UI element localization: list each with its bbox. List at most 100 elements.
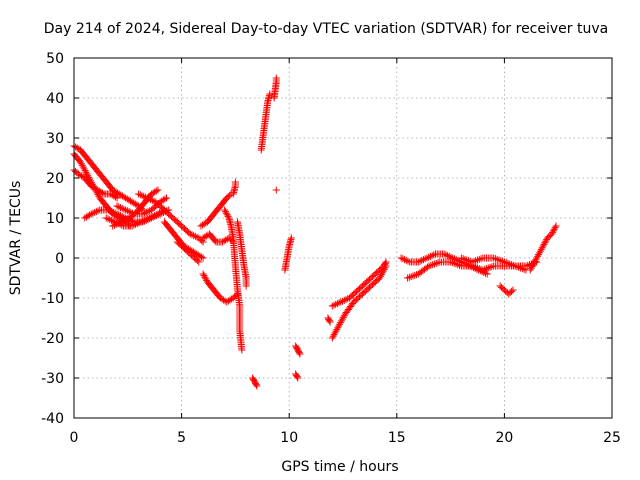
y-tick-label: -30: [41, 371, 64, 387]
data-point: [135, 219, 143, 227]
data-point: [91, 208, 99, 216]
data-point: [413, 271, 421, 279]
data-point: [145, 195, 153, 203]
data-point: [479, 266, 487, 274]
data-point: [200, 272, 208, 280]
data-point: [109, 222, 117, 230]
data-point: [502, 259, 510, 267]
data-point: [454, 261, 462, 269]
data-point: [113, 194, 121, 202]
data-point: [548, 230, 556, 238]
data-point: [199, 254, 207, 262]
data-point: [540, 240, 548, 248]
data-point: [139, 210, 147, 218]
data-point: [499, 257, 507, 265]
data-point: [407, 273, 415, 281]
y-tick-label: 30: [46, 131, 64, 147]
data-point: [115, 203, 123, 211]
data-point: [130, 221, 138, 229]
data-point: [115, 211, 123, 219]
data-point: [231, 178, 239, 186]
data-point: [447, 258, 455, 266]
data-point: [113, 202, 121, 210]
data-point: [123, 207, 131, 215]
data-point: [135, 190, 143, 198]
data-point: [425, 253, 433, 261]
data-point: [266, 90, 274, 98]
data-point: [401, 256, 409, 264]
data-point: [495, 256, 503, 264]
data-points: [70, 74, 560, 390]
data-point: [500, 258, 508, 266]
data-point: [142, 208, 150, 216]
data-point: [252, 381, 260, 389]
data-point: [425, 262, 433, 270]
data-point: [224, 212, 232, 220]
data-point: [428, 252, 436, 260]
data-point: [107, 216, 115, 224]
data-point: [129, 209, 137, 217]
data-point: [293, 373, 301, 381]
data-point: [152, 187, 160, 195]
data-point: [138, 217, 146, 225]
data-point: [423, 254, 431, 262]
data-point: [404, 257, 412, 265]
data-point: [188, 231, 196, 239]
axis-ticks: 0 5 10 15 20 25 -40 -30 -20 -10 0 10 20 30 40 50: [41, 51, 621, 446]
data-point: [199, 270, 207, 278]
data-point: [459, 255, 467, 263]
data-point: [122, 206, 130, 214]
data-point: [461, 255, 469, 263]
data-point: [125, 208, 133, 216]
data-point: [477, 255, 485, 263]
data-point: [402, 256, 410, 264]
plot-frame: [73, 57, 613, 419]
data-point: [542, 237, 550, 245]
data-point: [222, 208, 230, 216]
data-point: [128, 222, 136, 230]
data-point: [106, 207, 114, 215]
data-point: [116, 204, 124, 212]
y-axis-label: SDTVAR / TECUs: [8, 181, 24, 296]
data-point: [144, 215, 152, 223]
data-point: [550, 225, 558, 233]
data-point: [325, 317, 333, 325]
data-point: [509, 261, 517, 269]
data-point: [457, 254, 465, 262]
data-point: [150, 212, 158, 220]
data-point: [111, 209, 119, 217]
data-point: [339, 297, 347, 305]
data-point: [552, 222, 560, 230]
data-point: [326, 318, 334, 326]
data-point: [253, 382, 261, 390]
data-point: [137, 218, 145, 226]
data-point: [116, 212, 124, 220]
data-point: [430, 251, 438, 259]
y-tick-label: 10: [46, 211, 64, 227]
data-point: [445, 252, 453, 260]
data-point: [136, 191, 144, 199]
x-axis-label: GPS time / hours: [281, 459, 398, 475]
data-point: [549, 228, 557, 236]
data-point: [468, 258, 476, 266]
data-point: [440, 250, 448, 258]
data-point: [465, 257, 473, 265]
data-point: [442, 251, 450, 259]
data-point: [104, 215, 112, 223]
data-point: [89, 209, 97, 217]
data-point: [399, 255, 407, 263]
data-point: [432, 259, 440, 267]
data-point: [538, 244, 546, 252]
data-point: [191, 232, 199, 240]
data-point: [127, 208, 135, 216]
data-point: [335, 299, 343, 307]
data-point: [472, 257, 480, 265]
data-point: [123, 216, 131, 224]
data-point: [427, 261, 435, 269]
data-point: [102, 214, 110, 222]
data-point: [202, 275, 210, 283]
data-point: [424, 263, 432, 271]
data-point: [409, 272, 417, 280]
data-point: [92, 208, 100, 216]
data-point: [470, 257, 478, 265]
